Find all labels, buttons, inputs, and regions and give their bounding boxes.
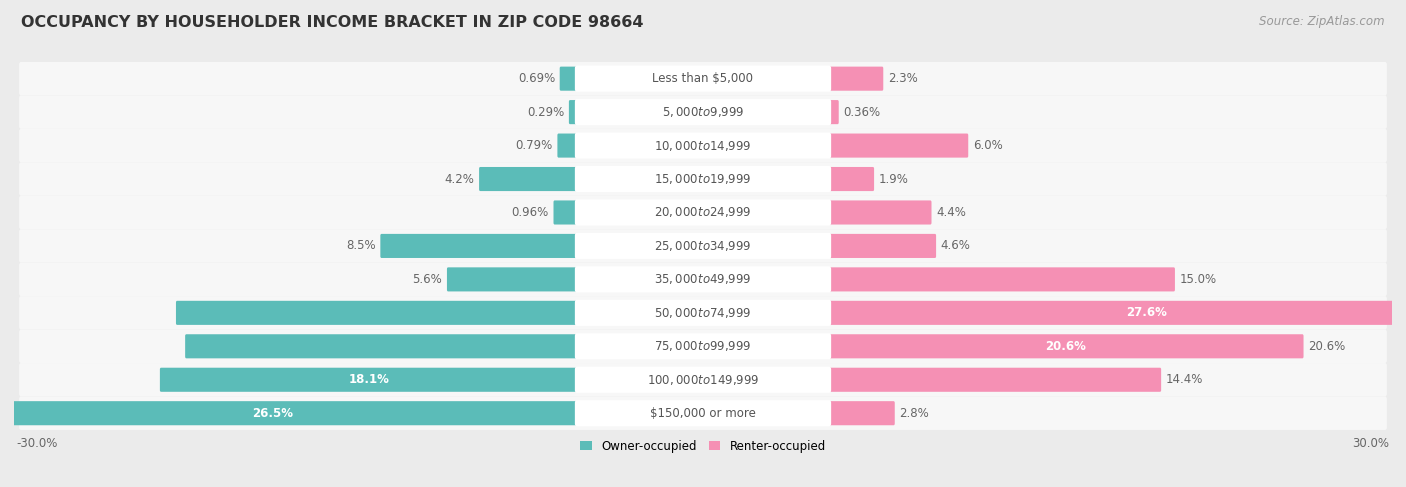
FancyBboxPatch shape	[575, 132, 831, 159]
Text: 6.0%: 6.0%	[973, 139, 1002, 152]
Text: $100,000 to $149,999: $100,000 to $149,999	[647, 373, 759, 387]
FancyBboxPatch shape	[575, 400, 831, 426]
FancyBboxPatch shape	[20, 363, 1386, 396]
FancyBboxPatch shape	[575, 367, 831, 393]
Text: 0.79%: 0.79%	[516, 139, 553, 152]
Text: 15.0%: 15.0%	[1180, 273, 1216, 286]
FancyBboxPatch shape	[575, 99, 831, 125]
Text: 20.6%: 20.6%	[1308, 340, 1346, 353]
FancyBboxPatch shape	[20, 396, 1386, 430]
Text: $10,000 to $14,999: $10,000 to $14,999	[654, 139, 752, 152]
Text: 0.69%: 0.69%	[517, 72, 555, 85]
FancyBboxPatch shape	[447, 267, 578, 291]
FancyBboxPatch shape	[20, 262, 1386, 296]
Text: 0.96%: 0.96%	[512, 206, 548, 219]
Text: 1.9%: 1.9%	[879, 172, 908, 186]
FancyBboxPatch shape	[575, 333, 831, 359]
FancyBboxPatch shape	[828, 201, 932, 225]
Text: 2.8%: 2.8%	[900, 407, 929, 420]
FancyBboxPatch shape	[20, 129, 1386, 162]
Text: $15,000 to $19,999: $15,000 to $19,999	[654, 172, 752, 186]
Text: 26.5%: 26.5%	[252, 407, 292, 420]
FancyBboxPatch shape	[828, 334, 1303, 358]
FancyBboxPatch shape	[20, 162, 1386, 196]
Text: $25,000 to $34,999: $25,000 to $34,999	[654, 239, 752, 253]
Text: 18.1%: 18.1%	[349, 373, 389, 386]
FancyBboxPatch shape	[575, 200, 831, 225]
Text: 14.4%: 14.4%	[1166, 373, 1204, 386]
FancyBboxPatch shape	[828, 67, 883, 91]
Text: $150,000 or more: $150,000 or more	[650, 407, 756, 420]
FancyBboxPatch shape	[828, 267, 1175, 291]
Text: 8.5%: 8.5%	[346, 240, 375, 252]
Text: 27.6%: 27.6%	[1126, 306, 1167, 319]
FancyBboxPatch shape	[0, 401, 578, 425]
Text: 4.2%: 4.2%	[444, 172, 474, 186]
FancyBboxPatch shape	[828, 234, 936, 258]
Text: Less than $5,000: Less than $5,000	[652, 72, 754, 85]
FancyBboxPatch shape	[186, 334, 578, 358]
Text: -30.0%: -30.0%	[17, 437, 58, 450]
FancyBboxPatch shape	[575, 66, 831, 92]
FancyBboxPatch shape	[554, 201, 578, 225]
FancyBboxPatch shape	[575, 166, 831, 192]
FancyBboxPatch shape	[575, 233, 831, 259]
FancyBboxPatch shape	[828, 100, 839, 124]
Text: 20.6%: 20.6%	[1046, 340, 1087, 353]
Text: 2.3%: 2.3%	[887, 72, 918, 85]
Text: $35,000 to $49,999: $35,000 to $49,999	[654, 272, 752, 286]
FancyBboxPatch shape	[828, 301, 1406, 325]
Text: OCCUPANCY BY HOUSEHOLDER INCOME BRACKET IN ZIP CODE 98664: OCCUPANCY BY HOUSEHOLDER INCOME BRACKET …	[21, 15, 644, 30]
Text: $50,000 to $74,999: $50,000 to $74,999	[654, 306, 752, 320]
Legend: Owner-occupied, Renter-occupied: Owner-occupied, Renter-occupied	[575, 435, 831, 457]
FancyBboxPatch shape	[20, 62, 1386, 95]
FancyBboxPatch shape	[828, 401, 894, 425]
Text: 4.6%: 4.6%	[941, 240, 970, 252]
Text: 0.29%: 0.29%	[527, 106, 564, 119]
Text: 4.4%: 4.4%	[936, 206, 966, 219]
FancyBboxPatch shape	[828, 133, 969, 158]
FancyBboxPatch shape	[479, 167, 578, 191]
FancyBboxPatch shape	[575, 300, 831, 326]
Text: $20,000 to $24,999: $20,000 to $24,999	[654, 206, 752, 220]
FancyBboxPatch shape	[20, 296, 1386, 330]
Text: $5,000 to $9,999: $5,000 to $9,999	[662, 105, 744, 119]
FancyBboxPatch shape	[560, 67, 578, 91]
FancyBboxPatch shape	[828, 167, 875, 191]
FancyBboxPatch shape	[176, 301, 578, 325]
FancyBboxPatch shape	[160, 368, 578, 392]
FancyBboxPatch shape	[20, 229, 1386, 262]
Text: Source: ZipAtlas.com: Source: ZipAtlas.com	[1260, 15, 1385, 28]
FancyBboxPatch shape	[828, 368, 1161, 392]
FancyBboxPatch shape	[575, 266, 831, 292]
FancyBboxPatch shape	[569, 100, 578, 124]
FancyBboxPatch shape	[20, 95, 1386, 129]
Text: 0.36%: 0.36%	[844, 106, 880, 119]
Text: 5.6%: 5.6%	[412, 273, 443, 286]
FancyBboxPatch shape	[557, 133, 578, 158]
FancyBboxPatch shape	[20, 330, 1386, 363]
FancyBboxPatch shape	[381, 234, 578, 258]
FancyBboxPatch shape	[20, 196, 1386, 229]
Text: $75,000 to $99,999: $75,000 to $99,999	[654, 339, 752, 353]
Text: 30.0%: 30.0%	[1353, 437, 1389, 450]
